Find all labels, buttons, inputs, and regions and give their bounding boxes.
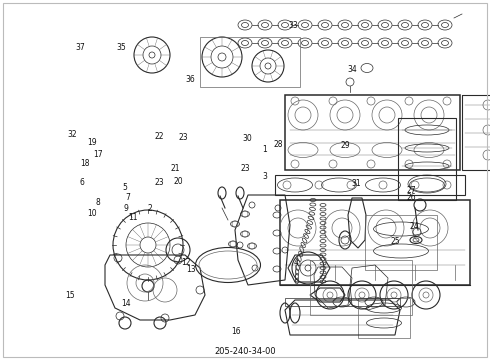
Text: 14: 14: [122, 299, 131, 308]
Text: 25: 25: [391, 237, 400, 246]
Bar: [365, 215, 437, 270]
Bar: [462, 95, 490, 170]
Text: 35: 35: [117, 43, 126, 52]
Bar: [310, 260, 412, 315]
Text: 23: 23: [154, 178, 164, 187]
Text: 21: 21: [171, 164, 180, 173]
Text: 11: 11: [128, 213, 138, 222]
Text: 32: 32: [68, 130, 77, 139]
Text: 4: 4: [294, 258, 299, 267]
Text: 23: 23: [240, 164, 250, 173]
Text: 28: 28: [273, 140, 283, 149]
Text: 29: 29: [341, 140, 350, 150]
Text: 24: 24: [409, 222, 419, 231]
Text: 3: 3: [262, 172, 267, 181]
Text: 20: 20: [174, 177, 184, 186]
Text: 27: 27: [407, 186, 416, 194]
Text: 10: 10: [87, 210, 97, 218]
Text: 12: 12: [181, 258, 191, 267]
Text: 22: 22: [154, 132, 164, 140]
Text: 37: 37: [75, 43, 85, 52]
Text: 15: 15: [65, 291, 74, 300]
Bar: [285, 298, 400, 306]
Text: 13: 13: [186, 266, 196, 274]
Text: 30: 30: [243, 134, 252, 143]
Bar: [285, 95, 460, 170]
Text: 31: 31: [351, 179, 361, 188]
Text: 205-240-34-00: 205-240-34-00: [214, 347, 276, 356]
Text: 26: 26: [407, 193, 416, 202]
Text: 5: 5: [122, 183, 127, 192]
Bar: [275, 175, 465, 195]
Text: 19: 19: [87, 138, 97, 147]
Bar: [398, 118, 456, 200]
Text: 1: 1: [262, 145, 267, 154]
Text: 34: 34: [348, 65, 358, 74]
Text: 36: 36: [185, 75, 195, 84]
Text: 9: 9: [123, 203, 128, 212]
Text: 16: 16: [231, 327, 241, 336]
Text: 23: 23: [179, 133, 189, 142]
Bar: [200, 37, 300, 87]
Text: 2: 2: [147, 204, 152, 213]
Bar: [280, 200, 470, 285]
Text: 7: 7: [125, 193, 130, 202]
Text: 8: 8: [96, 198, 100, 207]
Bar: [358, 298, 410, 338]
Text: 6: 6: [80, 178, 85, 187]
Text: 18: 18: [80, 158, 90, 168]
Text: 33: 33: [288, 22, 298, 31]
Text: 17: 17: [93, 150, 103, 159]
